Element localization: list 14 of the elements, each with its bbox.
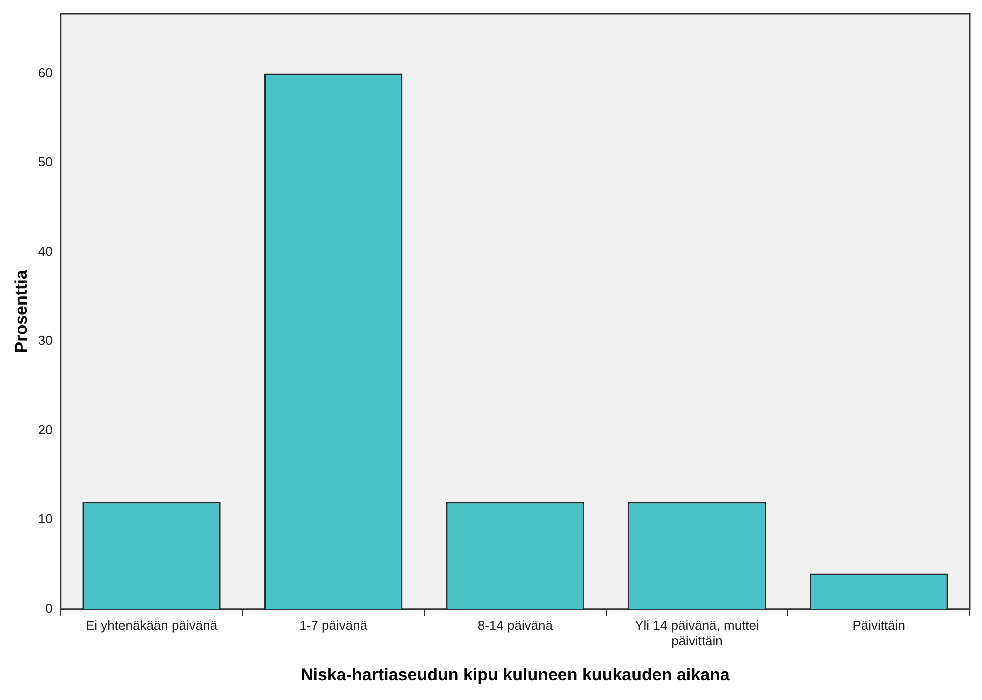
x-tick-label: 8-14 päivänä xyxy=(478,618,554,633)
y-tick-label: 10 xyxy=(38,512,53,527)
y-tick-label: 0 xyxy=(46,600,53,616)
y-tick-label: 20 xyxy=(38,422,53,438)
y-tick-label: 50 xyxy=(38,154,53,170)
y-tick-label: 60 xyxy=(38,65,53,80)
x-tick-label: Yli 14 päivänä, muttei päivittäin xyxy=(635,618,760,648)
y-axis-title: Prosenttia xyxy=(12,270,31,354)
x-tick-label: 1-7 päivänä xyxy=(300,618,368,633)
x-axis-title: Niska-hartiaseudun kipu kuluneen kuukauden aikana xyxy=(300,665,730,684)
x-tick-label: Päivittäin xyxy=(852,618,906,633)
y-tick-label: 30 xyxy=(38,333,53,348)
x-tick-label: Ei yhtenäkään päivänä xyxy=(86,618,218,633)
y-tick-label: 40 xyxy=(38,244,53,259)
